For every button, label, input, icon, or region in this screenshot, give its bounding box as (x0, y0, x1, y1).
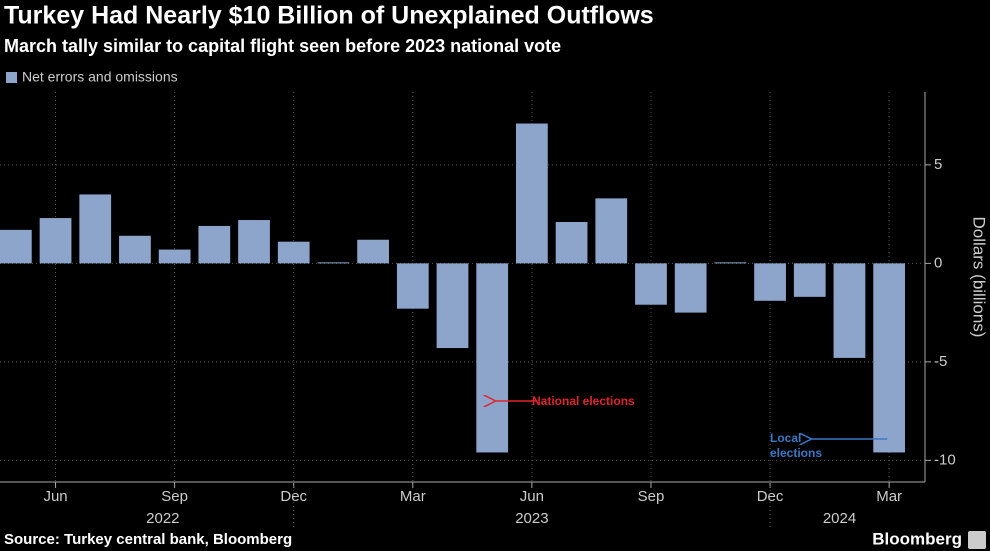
x-tick-label: Jun (520, 488, 544, 505)
bar (754, 263, 786, 301)
y-axis-label: Dollars (billions) (970, 217, 989, 338)
chart-subtitle: March tally similar to capital flight se… (4, 36, 561, 56)
bar (714, 262, 747, 264)
bar (238, 220, 270, 264)
year-label: 2024 (823, 510, 856, 527)
bar (317, 262, 350, 264)
bar (674, 263, 707, 313)
bar (555, 222, 588, 264)
year-label: 2022 (146, 510, 179, 527)
bar (198, 225, 231, 264)
bar (436, 263, 469, 349)
legend-swatch (6, 72, 17, 83)
bar (833, 263, 866, 358)
bar (158, 249, 191, 264)
bar (119, 235, 151, 264)
annotation: National elections (532, 394, 635, 408)
bar (873, 263, 906, 453)
bar (516, 123, 548, 264)
bar (0, 229, 32, 264)
x-tick-label: Dec (280, 488, 307, 505)
bar (357, 239, 389, 264)
y-tick-label: 0 (934, 254, 942, 271)
x-tick-label: Sep (638, 488, 665, 505)
bar (39, 218, 72, 264)
chart-title: Turkey Had Nearly $10 Billion of Unexpla… (4, 2, 654, 30)
bar (793, 263, 826, 297)
source: Source: Turkey central bank, Bloomberg (4, 531, 292, 548)
bar (79, 194, 112, 264)
y-tick-label: -10 (934, 451, 956, 468)
bar (595, 198, 628, 264)
annotation: Local elections (770, 431, 822, 460)
x-tick-label: Dec (757, 488, 784, 505)
x-tick-label: Sep (161, 488, 188, 505)
brand-icon (968, 531, 986, 549)
x-tick-label: Jun (43, 488, 67, 505)
bar (396, 263, 429, 309)
y-tick-label: -5 (934, 353, 947, 370)
bar (476, 263, 509, 453)
x-tick-label: Mar (876, 488, 902, 505)
bar (277, 241, 310, 264)
brand: Bloomberg (872, 529, 962, 548)
year-label: 2023 (515, 510, 548, 527)
legend-label: Net errors and omissions (22, 69, 178, 85)
bar (635, 263, 667, 305)
y-tick-label: 5 (934, 156, 942, 173)
x-tick-label: Mar (400, 488, 426, 505)
